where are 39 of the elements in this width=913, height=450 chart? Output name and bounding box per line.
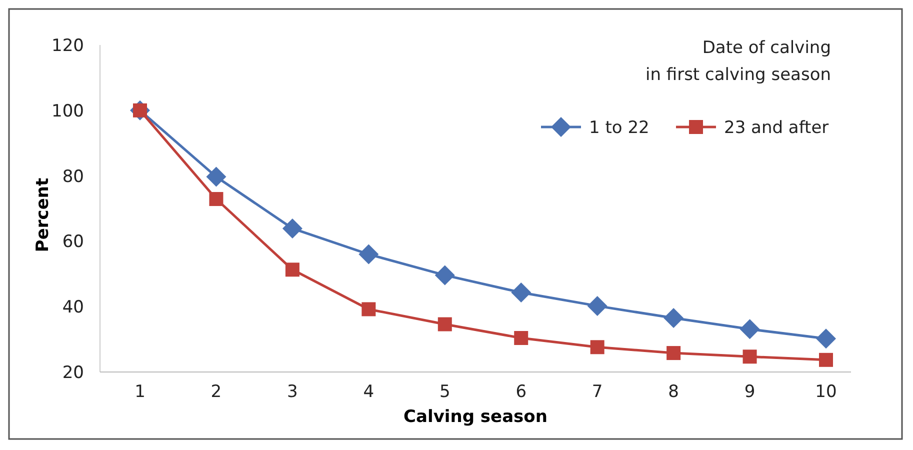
x-tick-label: 9 xyxy=(744,382,756,402)
y-tick-label: 20 xyxy=(62,362,84,383)
point xyxy=(282,218,302,238)
point xyxy=(438,317,452,332)
point xyxy=(206,166,226,187)
point xyxy=(511,282,532,303)
point xyxy=(666,346,681,360)
legend-title: Date of calving in first calving season xyxy=(645,38,831,85)
legend-label: 23 and after xyxy=(724,118,829,138)
point xyxy=(587,296,608,316)
point xyxy=(664,308,684,328)
x-axis-title: Calving season xyxy=(404,407,548,427)
y-tick-label: 40 xyxy=(62,298,84,318)
x-tick-label: 1 xyxy=(134,382,146,402)
x-tick-label: 2 xyxy=(210,382,222,402)
point xyxy=(362,302,376,316)
x-tick-label: 3 xyxy=(287,382,298,402)
point xyxy=(816,328,836,349)
y-axis-title: Percent xyxy=(33,178,53,252)
y-tick-label: 80 xyxy=(62,166,84,187)
x-tick-label: 4 xyxy=(363,382,374,402)
y-tick-label: 120 xyxy=(52,36,84,56)
point xyxy=(514,330,528,345)
point xyxy=(590,340,604,354)
point xyxy=(285,262,300,277)
x-tick-label: 8 xyxy=(668,382,679,402)
point xyxy=(819,352,833,367)
y-tick-label: 60 xyxy=(62,232,84,252)
point xyxy=(434,265,455,286)
x-tick-label: 5 xyxy=(439,382,450,402)
legend-label: 1 to 22 xyxy=(589,118,650,138)
point xyxy=(740,319,760,340)
point xyxy=(209,192,224,206)
x-tick-label: 7 xyxy=(592,382,603,402)
x-tick-label: 10 xyxy=(815,382,837,402)
point xyxy=(742,350,757,364)
point xyxy=(358,244,379,264)
x-tick-label: 6 xyxy=(516,382,527,402)
y-tick-label: 100 xyxy=(52,101,84,122)
